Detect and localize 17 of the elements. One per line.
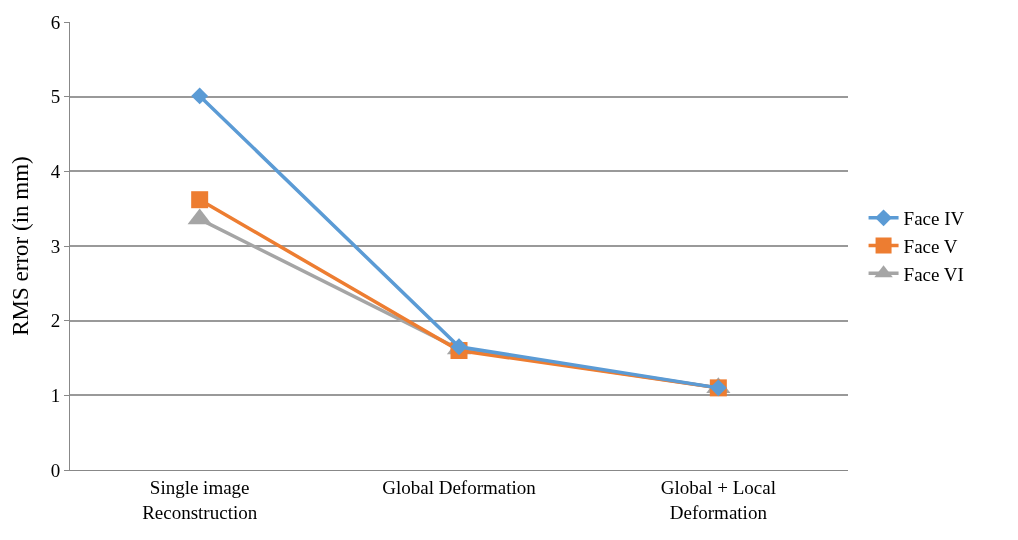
y-tick-label: 2 bbox=[50, 310, 61, 332]
point bbox=[191, 191, 209, 209]
y-tick-label: 0 bbox=[50, 459, 61, 481]
point bbox=[450, 338, 468, 356]
legend-label: Face IV bbox=[903, 208, 965, 230]
y-tick-label: 5 bbox=[50, 86, 61, 108]
y-tick-label: 6 bbox=[50, 11, 61, 33]
x-tick-label: Single image Reconstruction bbox=[142, 476, 258, 523]
legend-label: Face VI bbox=[903, 263, 964, 285]
x-tick-label: Global Deformation bbox=[382, 476, 537, 498]
x-tick-label: Global + Local Deformation bbox=[660, 476, 776, 523]
y-axis-title: RMS error (in mm) bbox=[8, 156, 34, 336]
legend-label: Face V bbox=[903, 235, 958, 257]
y-tick-label: 3 bbox=[50, 235, 61, 257]
y-tick-label: 1 bbox=[50, 384, 61, 406]
point bbox=[191, 87, 209, 105]
y-tick-label: 4 bbox=[50, 160, 61, 182]
